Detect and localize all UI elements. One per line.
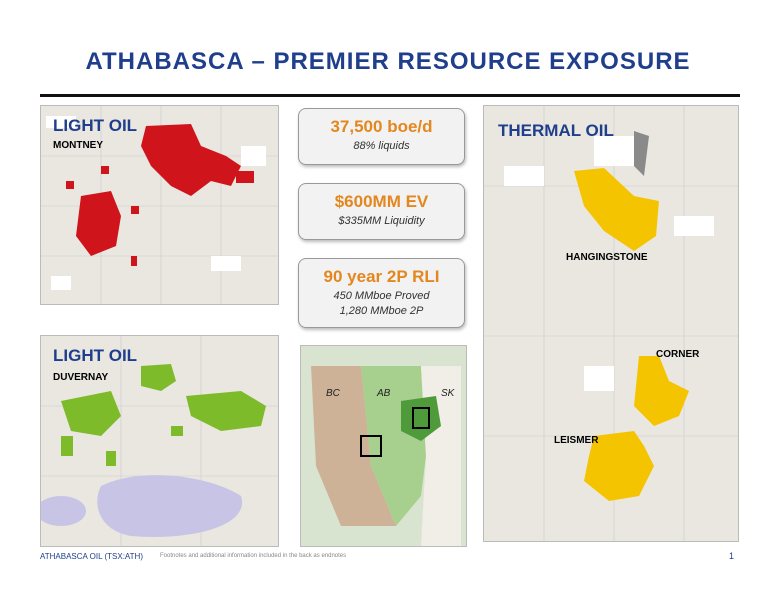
stat-headline: 37,500 boe/d bbox=[330, 117, 433, 136]
play-label: THERMAL OIL bbox=[498, 121, 614, 140]
play-label: LIGHT OIL bbox=[53, 116, 138, 135]
focus-box bbox=[360, 435, 382, 457]
stat-line: 1,280 MMboe 2P bbox=[339, 305, 424, 317]
regional-map: BC AB SK bbox=[300, 345, 467, 547]
montney-graphic bbox=[41, 106, 278, 304]
stat-box: 37,500 boe/d 88% liquids bbox=[298, 108, 465, 165]
region-label: SK bbox=[441, 388, 455, 399]
thermal-region bbox=[401, 396, 441, 441]
title-rule bbox=[40, 94, 740, 97]
region-label: AB bbox=[377, 388, 391, 399]
stat-headline: $600MM EV bbox=[334, 192, 429, 211]
area-label: HANGINGSTONE bbox=[566, 252, 648, 263]
regional-graphic bbox=[311, 366, 461, 546]
area-label: LEISMER bbox=[554, 435, 599, 446]
region-label: BC bbox=[326, 388, 340, 399]
stat-headline: 90 year 2P RLI bbox=[323, 267, 440, 286]
bc-region bbox=[311, 366, 396, 526]
duvernay-acreage bbox=[61, 364, 266, 466]
area-label: CORNER bbox=[656, 349, 700, 360]
thermal-graphic bbox=[484, 106, 738, 541]
area-label: MONTNEY bbox=[53, 140, 103, 151]
stat-line: 88% liquids bbox=[353, 140, 410, 152]
river bbox=[634, 131, 649, 176]
montney-acreage bbox=[66, 124, 254, 266]
clearings bbox=[46, 116, 266, 290]
footer-note: Footnotes and additional information inc… bbox=[160, 553, 347, 559]
stat-box: 90 year 2P RLI 450 MMboe Proved 1,280 MM… bbox=[298, 258, 465, 328]
thermal-map: THERMAL OIL HANGINGSTONE CORNER LEISMER bbox=[483, 105, 739, 542]
water bbox=[41, 475, 243, 537]
slide-title: ATHABASCA – PREMIER RESOURCE EXPOSURE bbox=[85, 48, 691, 75]
area-label: DUVERNAY bbox=[53, 372, 109, 383]
montney-map: LIGHT OIL MONTNEY bbox=[40, 105, 279, 305]
play-label: LIGHT OIL bbox=[53, 346, 138, 365]
footer-company: ATHABASCA OIL (TSX:ATH) bbox=[40, 552, 143, 561]
page-number: 1 bbox=[729, 551, 735, 561]
thermal-acreage bbox=[574, 168, 689, 501]
stat-box: $600MM EV $335MM Liquidity bbox=[298, 183, 465, 240]
duvernay-map: LIGHT OIL DUVERNAY bbox=[40, 335, 279, 547]
stat-line: 450 MMboe Proved bbox=[333, 290, 430, 302]
stat-line: $335MM Liquidity bbox=[338, 215, 425, 227]
duvernay-graphic bbox=[41, 336, 278, 546]
focus-box bbox=[412, 407, 430, 429]
